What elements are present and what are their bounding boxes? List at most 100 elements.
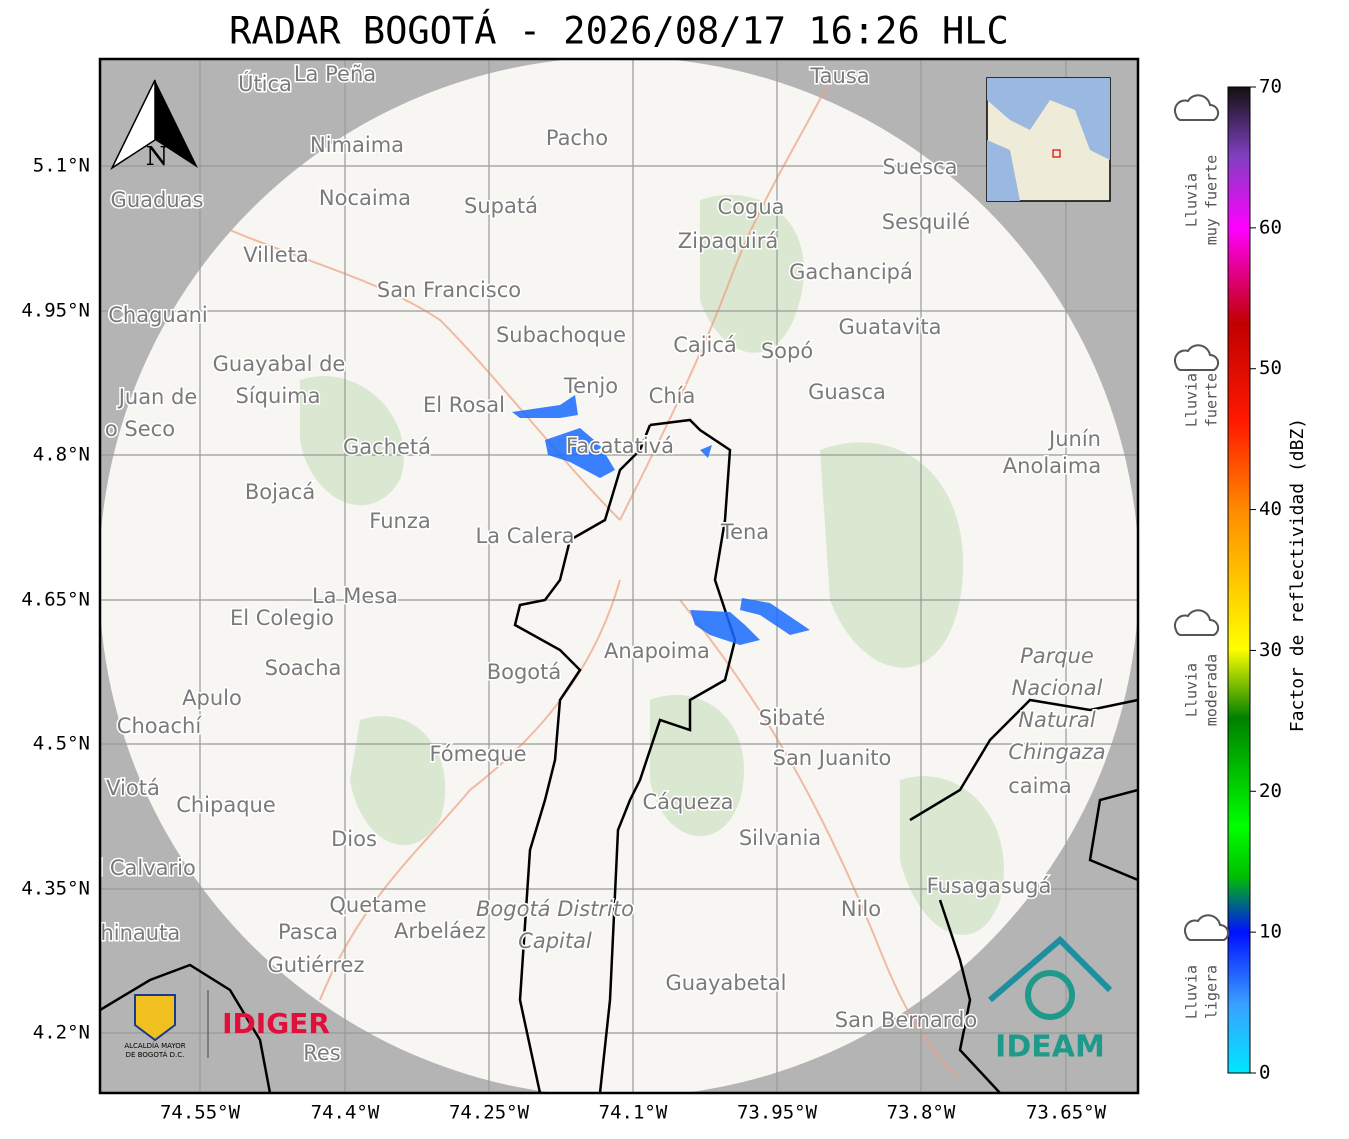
map-frame — [98, 57, 1140, 1095]
place-label: Cogua — [717, 195, 784, 219]
place-label: Nimaima — [310, 133, 404, 157]
place-label: Supatá — [464, 194, 538, 218]
place-label: Anapoima — [604, 639, 710, 663]
place-label: Fusagasugá — [927, 874, 1052, 898]
colorbar-tick-label: 40 — [1259, 498, 1282, 520]
place-label: Suesca — [883, 155, 958, 179]
place-label: Gachancipá — [789, 260, 913, 284]
place-label: San Bernardo — [835, 1008, 977, 1032]
district-label: Bogotá Distrito — [476, 897, 634, 921]
place-label: La Calera — [475, 524, 574, 548]
place-label: La Peña — [294, 62, 376, 86]
title: RADAR BOGOTÁ - 2026/08/17 16:26 HLC — [229, 9, 1009, 53]
place-label: Sibaté — [759, 706, 826, 730]
idiger-logo: IDIGER — [222, 1007, 330, 1040]
place-label: Nocaima — [319, 186, 411, 210]
place-label: Chía — [649, 384, 696, 408]
place-label: Tenjo — [563, 374, 618, 398]
rain-level-label: fuerte — [1203, 373, 1221, 427]
place-label: El Colegio — [230, 606, 334, 630]
rain-level-label: moderada — [1203, 654, 1221, 726]
lat-tick-label: 4.95°N — [21, 300, 90, 322]
place-label: Bojacá — [245, 480, 315, 504]
place-label: Guaduas — [111, 188, 204, 212]
place-label: Choachí — [117, 714, 203, 738]
lat-tick-label: 4.65°N — [21, 589, 90, 611]
colorbar-tick-label: 0 — [1259, 1062, 1270, 1084]
place-label: Apulo — [182, 686, 242, 710]
place-label: Fómeque — [429, 742, 526, 766]
colorbar-tick-label: 10 — [1259, 921, 1282, 943]
place-label: Dios — [331, 827, 377, 851]
place-label: Villeta — [243, 243, 308, 267]
place-label: Res — [303, 1041, 341, 1065]
park-label: Natural — [1018, 708, 1096, 732]
lon-tick-label: 73.65°W — [1026, 1102, 1107, 1124]
place-label: Tena — [720, 520, 769, 544]
place-label: Gachetá — [343, 435, 431, 459]
lat-tick-label: 4.8°N — [33, 444, 90, 466]
colorbar-tick-label: 20 — [1259, 780, 1282, 802]
place-label: Chipaque — [176, 793, 276, 817]
place-label: Soacha — [265, 656, 342, 680]
place-label: Facatativá — [566, 434, 674, 458]
place-label: Chinauta — [86, 921, 180, 945]
place-label: Nilo — [841, 897, 881, 921]
lon-tick-label: 73.95°W — [737, 1102, 818, 1124]
lon-tick-label: 74.4°W — [311, 1102, 380, 1124]
place-label: Juan de — [117, 385, 198, 409]
place-label: Funza — [369, 509, 430, 533]
rain-level-label: muy fuerte — [1203, 155, 1221, 245]
park-label: Parque — [1020, 644, 1094, 668]
lat-tick-label: 4.5°N — [33, 733, 90, 755]
place-label: caima — [1008, 774, 1072, 798]
colorbar-label: Factor de reflectividad (dBZ) — [1287, 418, 1308, 732]
place-label: La Mesa — [312, 584, 398, 608]
place-label: Guayabetal — [666, 971, 787, 995]
lon-tick-label: 74.25°W — [449, 1102, 530, 1124]
place-label: Chaguani — [108, 303, 208, 327]
district-label: Capital — [518, 929, 592, 953]
lat-tick-label: 4.35°N — [21, 878, 90, 900]
place-label: Sopó — [761, 339, 813, 363]
place-label: Pacho — [546, 126, 608, 150]
rain-level-label: Lluvia — [1183, 373, 1201, 427]
lon-tick-label: 74.55°W — [160, 1102, 241, 1124]
colorbar-tick-label: 30 — [1259, 639, 1282, 661]
place-label: Zipaquirá — [678, 229, 778, 253]
place-label: Guasca — [808, 380, 886, 404]
colorbar-tick-label: 60 — [1259, 216, 1282, 238]
lon-tick-label: 74.1°W — [599, 1102, 668, 1124]
place-label: Junín — [1047, 427, 1101, 451]
place-label: o Seco — [105, 417, 175, 441]
place-label: Subachoque — [496, 323, 626, 347]
map: N ALCALDÍA MAYOR DE BOGOTÁ D.C. IDIGER I… — [84, 59, 1138, 1093]
colorbar-tick-label: 50 — [1259, 357, 1282, 379]
north-arrow-label: N — [146, 142, 169, 172]
place-label: Silvania — [739, 826, 821, 850]
rain-level-label: ligera — [1203, 965, 1221, 1019]
alcaldia-line: DE BOGOTÁ D.C. — [126, 1050, 185, 1059]
place-label: San Francisco — [377, 278, 521, 302]
place-label: Bogotá — [487, 660, 562, 684]
place-label: Pasca — [278, 920, 338, 944]
place-label: Guatavita — [839, 315, 942, 339]
place-label: El Calvario — [84, 856, 196, 880]
place-label: Quetame — [329, 893, 426, 917]
colorbar-tick-label: 70 — [1259, 76, 1282, 98]
place-label: Guayabal de — [213, 352, 346, 376]
rain-level-label: Lluvia — [1183, 173, 1201, 227]
alcaldia-line: ALCALDÍA MAYOR — [124, 1041, 185, 1050]
rain-level-label: Lluvia — [1183, 663, 1201, 717]
place-label: Tausa — [809, 64, 869, 88]
park-label: Chingaza — [1008, 740, 1105, 764]
colorbar — [1227, 86, 1251, 1074]
place-label: Arbeláez — [394, 919, 486, 943]
place-label: Síquima — [236, 384, 321, 408]
place-label: El Rosal — [423, 393, 505, 417]
place-label: San Juanito — [773, 746, 892, 770]
place-label: Anolaima — [1003, 454, 1101, 478]
place-label: Útica — [238, 71, 292, 96]
place-label: Gutiérrez — [268, 953, 365, 977]
